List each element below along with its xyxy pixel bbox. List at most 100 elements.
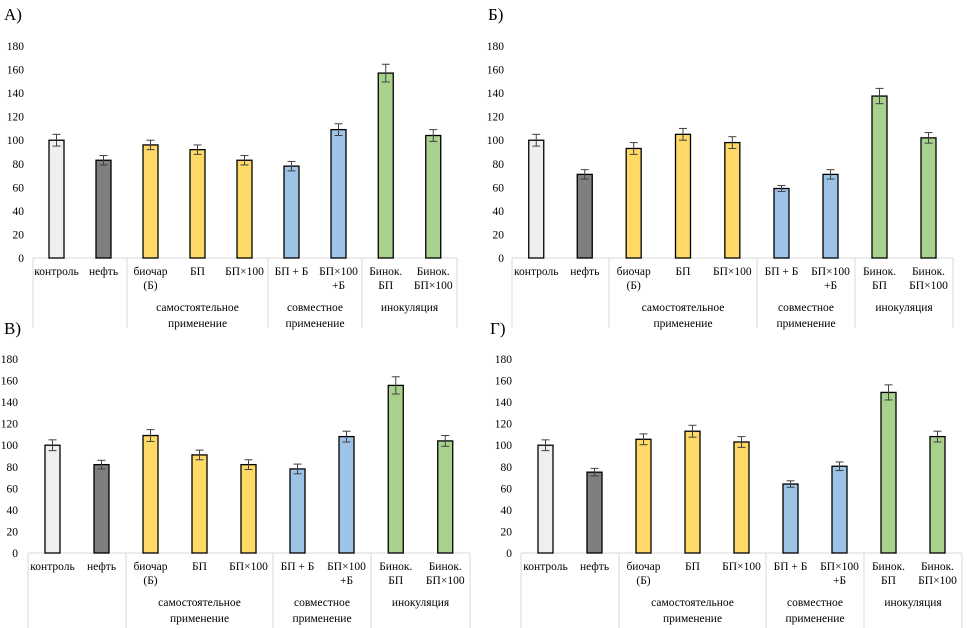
category-label: +Б [340, 575, 353, 587]
bar [822, 173, 839, 259]
category-label: БП×100 [820, 561, 859, 573]
bar [782, 483, 799, 554]
y-tick-label: 180 [487, 41, 505, 53]
category-label: БП×100 [811, 266, 850, 278]
category-label: БП×100 [426, 575, 465, 587]
y-tick-label: 80 [493, 159, 505, 171]
category-label: БП [190, 266, 205, 278]
bar [684, 430, 701, 554]
bar [920, 137, 937, 259]
y-tick-label: 120 [1, 419, 19, 431]
group-label: совместное [778, 302, 834, 314]
y-tick-label: 100 [495, 440, 513, 452]
y-tick-label: 0 [498, 253, 504, 265]
bar [236, 159, 253, 259]
category-label: БП [676, 266, 691, 278]
y-tick-label: 60 [13, 182, 25, 194]
category-label: Бинок. [921, 561, 954, 573]
bar [586, 471, 603, 554]
bar [191, 454, 208, 554]
chart-panel-1: А) 0 20 40 60 80 100 120 140 160 180 самостоятельно… [4, 5, 458, 330]
category-label: нефть [89, 266, 118, 278]
group-label: самостоятельное [156, 302, 239, 314]
category-label: БП [192, 561, 207, 573]
y-tick-label: 100 [487, 135, 505, 147]
bar [733, 441, 750, 554]
bar [44, 444, 61, 554]
group-label: инокуляция [875, 302, 933, 314]
category-label: БП [685, 561, 700, 573]
bar [537, 444, 554, 554]
bar [831, 465, 848, 554]
category-label: биочар [133, 561, 167, 573]
y-tick-label: 160 [487, 65, 505, 77]
group-label: применение [653, 318, 712, 330]
category-label: контроль [34, 266, 78, 278]
category-label: БП [378, 280, 393, 292]
y-tick-label: 20 [493, 229, 505, 241]
y-tick-label: 120 [487, 112, 505, 124]
y-tick-label: 100 [1, 440, 19, 452]
category-label: БП×100 [713, 266, 752, 278]
y-tick-label: 80 [7, 462, 19, 474]
y-tick-label: 20 [13, 229, 25, 241]
y-tick-label: 180 [495, 354, 513, 366]
y-tick-label: 0 [12, 548, 18, 560]
bar [437, 440, 454, 554]
panel-label: А) [4, 5, 22, 24]
category-label: Бинок. [872, 561, 905, 573]
bar [674, 133, 692, 259]
y-tick-label: 0 [18, 253, 24, 265]
group-label: совместное [287, 302, 343, 314]
group-label: применение [785, 613, 844, 625]
category-label: +Б [833, 575, 846, 587]
category-label: Бинок. [863, 266, 896, 278]
category-label: БП×100 [918, 575, 957, 587]
category-label: биочар [133, 266, 167, 278]
y-tick-label: 80 [501, 462, 513, 474]
y-tick-label: 60 [501, 483, 513, 495]
panel-label: В) [4, 319, 21, 338]
y-tick-label: 80 [13, 159, 25, 171]
y-tick-label: 40 [7, 505, 19, 517]
bar [289, 468, 306, 554]
bar [283, 165, 300, 259]
group-label: совместное [787, 597, 843, 609]
group-label: самостоятельное [158, 597, 241, 609]
y-tick-label: 160 [495, 376, 513, 388]
bar [635, 438, 652, 554]
group-label: инокуляция [884, 597, 942, 609]
y-tick-label: 120 [7, 112, 25, 124]
category-label: +Б [824, 280, 837, 292]
bar [240, 463, 257, 554]
y-tick-label: 20 [7, 526, 19, 538]
group-label: применение [292, 613, 351, 625]
y-tick-label: 40 [13, 206, 25, 218]
category-label: нефть [570, 266, 599, 278]
group-label: самостоятельное [642, 302, 725, 314]
group-label: применение [776, 318, 835, 330]
bar [189, 148, 206, 259]
bar [142, 434, 159, 554]
category-label: Бинок. [369, 266, 402, 278]
category-label: БП [881, 575, 896, 587]
category-label: биочар [617, 266, 651, 278]
bar [48, 139, 65, 259]
category-label: Бинок. [417, 266, 450, 278]
group-label: применение [170, 613, 229, 625]
bar [377, 72, 394, 259]
category-label: БП + Б [275, 266, 309, 278]
category-label: БП×100 [909, 280, 948, 292]
category-label: Бинок. [429, 561, 462, 573]
category-label: (Б) [143, 280, 157, 292]
category-label: БП [388, 575, 403, 587]
bar [880, 391, 897, 554]
bar [724, 141, 741, 259]
category-label: БП×100 [319, 266, 358, 278]
category-label: (Б) [636, 575, 650, 587]
bar [95, 159, 112, 259]
y-tick-label: 40 [493, 206, 505, 218]
category-label: БП×100 [229, 561, 268, 573]
chart-panel-3: В) 0 20 40 60 80 100 120 140 160 180 самостоятельно… [1, 319, 471, 628]
